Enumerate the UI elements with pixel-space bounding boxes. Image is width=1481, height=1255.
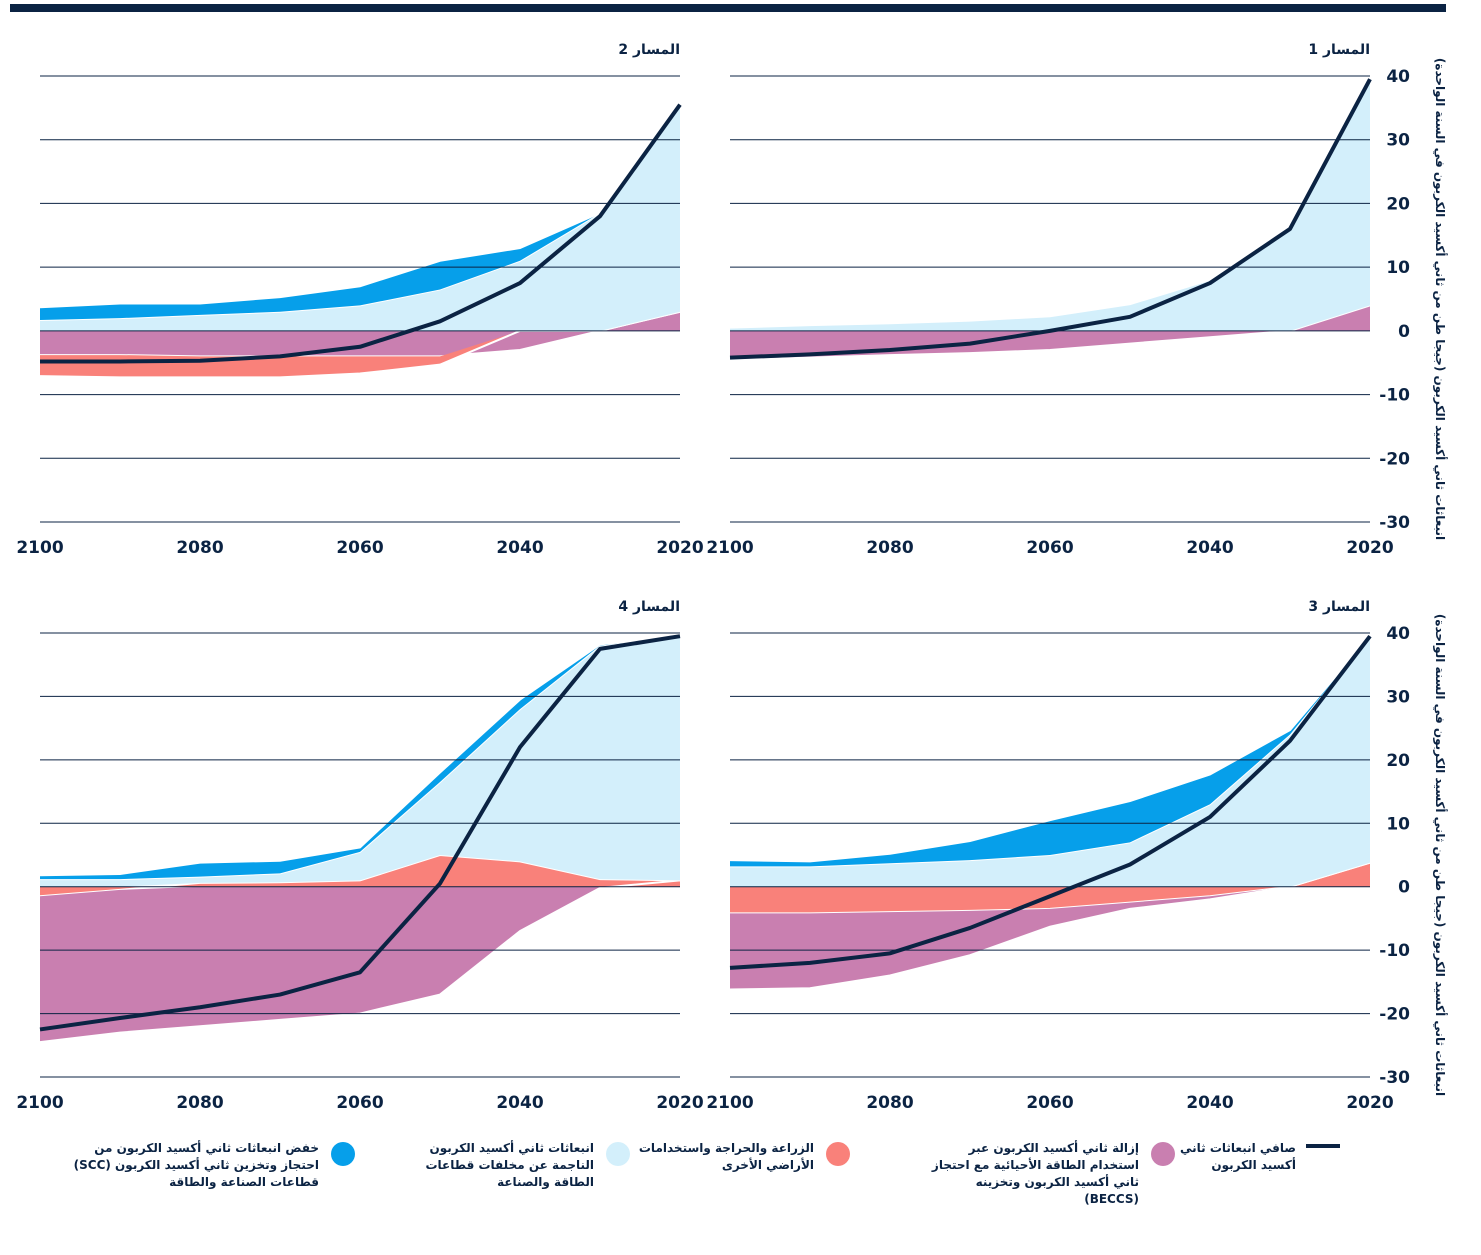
legend-item: إزالة ثاني أكسيد الكربون عبر استخدام الط…: [924, 1140, 1175, 1208]
legend-marker: [1151, 1142, 1175, 1166]
y-tick-label: 10: [1386, 258, 1410, 278]
x-tick-label: 2080: [866, 538, 913, 558]
x-tick-label: 2020: [1346, 538, 1393, 558]
header-bar: [10, 4, 1446, 12]
y-tick-label: 30: [1386, 131, 1410, 151]
area: [730, 862, 1370, 914]
area: [730, 79, 1370, 331]
area-edge: [729, 78, 1371, 329]
y-tick-label: 0: [1398, 322, 1410, 342]
x-tick-label: 2060: [336, 1093, 383, 1113]
legend-item: خفض انبعاثات ثاني أكسيد الكربون من احتجا…: [64, 1140, 355, 1191]
x-tick-label: 2100: [706, 1093, 753, 1113]
area: [40, 880, 680, 1043]
y-tick-label: 10: [1386, 814, 1410, 834]
x-tick-label: 2040: [496, 1093, 543, 1113]
x-tick-label: 2020: [656, 538, 703, 558]
panel-title: المسار 3: [1308, 599, 1370, 615]
x-tick-label: 2020: [1346, 1093, 1393, 1113]
area: [40, 104, 680, 331]
net-line: [39, 634, 681, 1032]
x-tick-label: 2080: [866, 1093, 913, 1113]
y-tick-label: 30: [1386, 687, 1410, 707]
legend-label: خفض انبعاثات ثاني أكسيد الكربون من احتجا…: [73, 1141, 319, 1189]
legend: صافي انبعاثات ثاني أكسيد الكربون إزالة ثا…: [60, 1140, 1340, 1220]
area: [40, 636, 680, 887]
x-tick-label: 2060: [1026, 1093, 1073, 1113]
legend-marker: [826, 1142, 850, 1166]
y-tick-label: 0: [1398, 878, 1410, 898]
legend-item: انبعاثات ثاني أكسيد الكربون الناجمة عن م…: [394, 1140, 630, 1191]
x-tick-label: 2020: [656, 1093, 703, 1113]
y-tick-label: 40: [1386, 624, 1410, 644]
y-tick-label: -10: [1379, 941, 1410, 961]
legend-label: إزالة ثاني أكسيد الكربون عبر استخدام الط…: [931, 1141, 1139, 1206]
net-line: [729, 78, 1372, 360]
x-tick-label: 2080: [176, 538, 223, 558]
y-axis-title: انبعاثات ثاني أكسيد الكربون (جيجا طن من …: [1432, 614, 1448, 1096]
y-tick-label: 20: [1386, 751, 1410, 771]
y-tick-label: -20: [1379, 1005, 1410, 1025]
legend-marker: [1306, 1144, 1340, 1148]
area-edge: [729, 304, 1371, 362]
panel-title: المسار 4: [618, 599, 680, 615]
x-tick-label: 2060: [1026, 538, 1073, 558]
panel-title: المسار 2: [618, 42, 680, 58]
legend-item: الزراعة والحراجة واستخدامات الأراضي الأخ…: [624, 1140, 850, 1174]
area: [730, 636, 1370, 887]
legend-marker: [331, 1142, 355, 1166]
area-edge: [729, 861, 1371, 991]
y-axis-title: انبعاثات ثاني أكسيد الكربون (جيجا طن من …: [1432, 58, 1448, 540]
y-tick-label: -30: [1379, 513, 1410, 533]
x-tick-label: 2060: [336, 538, 383, 558]
x-tick-label: 2100: [16, 1093, 63, 1113]
y-tick-label: -30: [1379, 1068, 1410, 1088]
net-line: [40, 103, 682, 364]
legend-item: صافي انبعاثات ثاني أكسيد الكربون: [1156, 1140, 1340, 1174]
x-tick-label: 2080: [176, 1093, 223, 1113]
x-tick-label: 2040: [496, 538, 543, 558]
area-edge: [39, 104, 681, 309]
y-tick-label: 40: [1386, 67, 1410, 87]
x-tick-label: 2100: [16, 538, 63, 558]
area: [40, 311, 680, 357]
y-tick-label: 20: [1386, 194, 1410, 214]
legend-label: صافي انبعاثات ثاني أكسيد الكربون: [1180, 1141, 1296, 1172]
legend-marker: [606, 1142, 630, 1166]
legend-label: انبعاثات ثاني أكسيد الكربون الناجمة عن م…: [425, 1141, 594, 1189]
y-tick-label: -20: [1379, 449, 1410, 469]
panel-title: المسار 1: [1308, 42, 1370, 58]
area: [40, 855, 680, 897]
x-tick-label: 2100: [706, 538, 753, 558]
x-tick-label: 2040: [1186, 1093, 1233, 1113]
y-tick-label: -10: [1379, 386, 1410, 406]
legend-label: الزراعة والحراجة واستخدامات الأراضي الأخ…: [638, 1141, 814, 1172]
area-edge: [39, 635, 681, 877]
net-line: [729, 634, 1372, 970]
x-tick-label: 2040: [1186, 538, 1233, 558]
area-edge: [729, 635, 1371, 863]
